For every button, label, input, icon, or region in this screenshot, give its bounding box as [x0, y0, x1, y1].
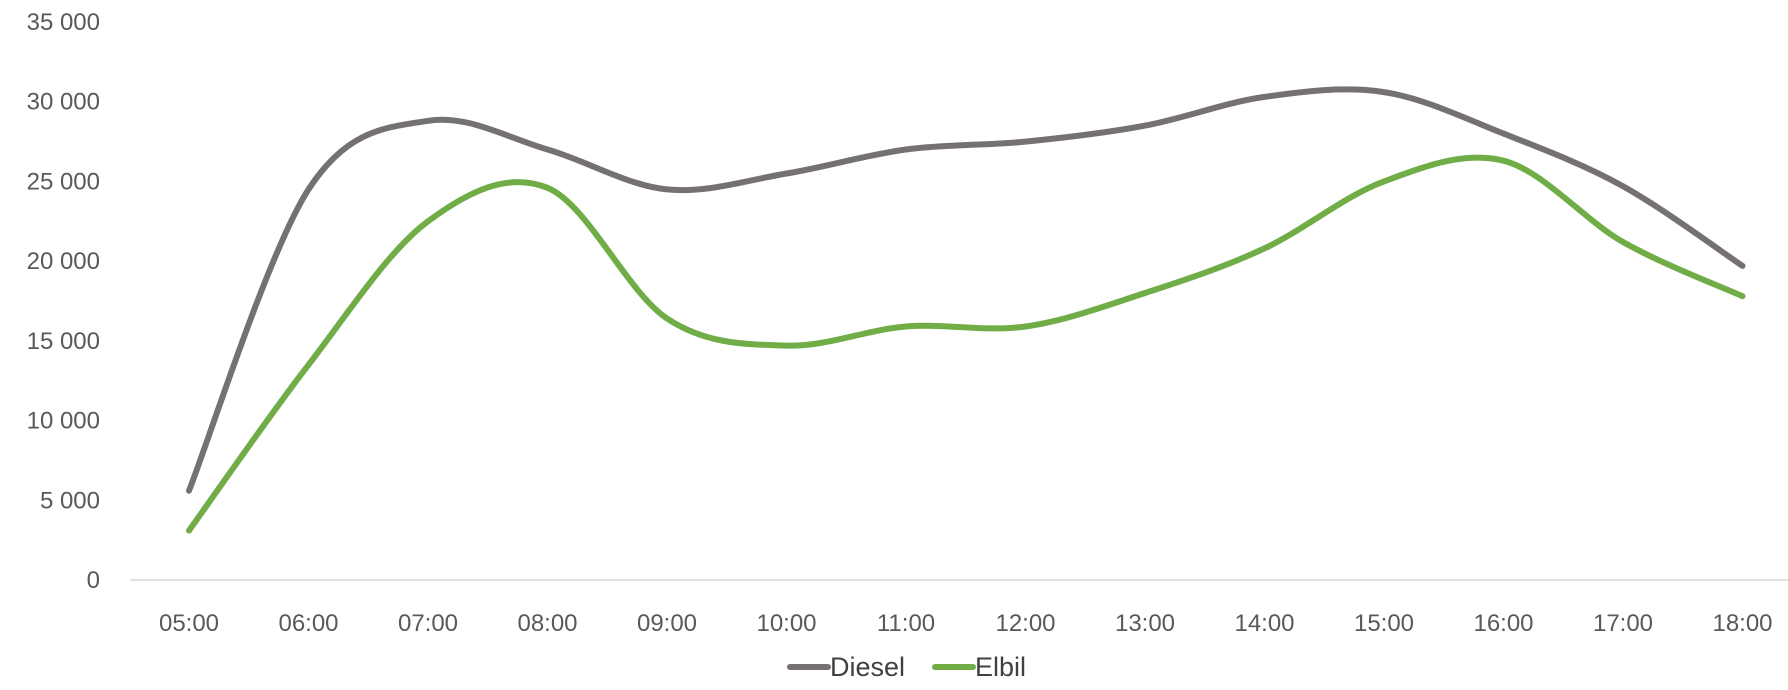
legend: Diesel Elbil	[787, 652, 1026, 682]
x-tick-label: 06:00	[278, 610, 338, 637]
y-tick-label: 10 000	[27, 408, 100, 435]
y-tick-label: 25 000	[27, 168, 100, 195]
x-tick-label: 11:00	[877, 610, 935, 637]
x-tick-label: 18:00	[1712, 610, 1772, 637]
x-tick-label: 17:00	[1593, 610, 1653, 637]
x-tick-label: 07:00	[398, 610, 458, 637]
x-tick-label: 15:00	[1354, 610, 1414, 637]
y-axis: 0 5 000 10 000 15 000 20 000 25 000 30 000 35 0…	[27, 9, 100, 594]
y-tick-label: 15 000	[27, 328, 100, 355]
y-tick-label: 20 000	[27, 248, 100, 275]
x-tick-label: 10:00	[756, 610, 816, 637]
series-line-diesel	[186, 86, 1746, 494]
y-tick-label: 5 000	[40, 487, 100, 514]
x-tick-label: 13:00	[1115, 610, 1175, 637]
x-tick-label: 12:00	[995, 610, 1055, 637]
x-tick-label: 05:00	[159, 610, 219, 637]
x-tick-label: 08:00	[517, 610, 577, 637]
series-layer	[186, 86, 1746, 534]
x-tick-label: 09:00	[637, 610, 697, 637]
legend-label-diesel: Diesel	[830, 652, 905, 682]
x-tick-label: 14:00	[1234, 610, 1294, 637]
x-axis: 05:00 06:00 07:00 08:00 09:00 10:00 11:00 12:00…	[159, 610, 1773, 637]
y-tick-label: 30 000	[27, 89, 100, 116]
y-tick-label: 0	[87, 567, 100, 594]
x-tick-label: 16:00	[1473, 610, 1533, 637]
series-line-elbil	[186, 154, 1746, 534]
legend-label-elbil: Elbil	[975, 652, 1026, 682]
y-tick-label: 35 000	[27, 9, 100, 36]
